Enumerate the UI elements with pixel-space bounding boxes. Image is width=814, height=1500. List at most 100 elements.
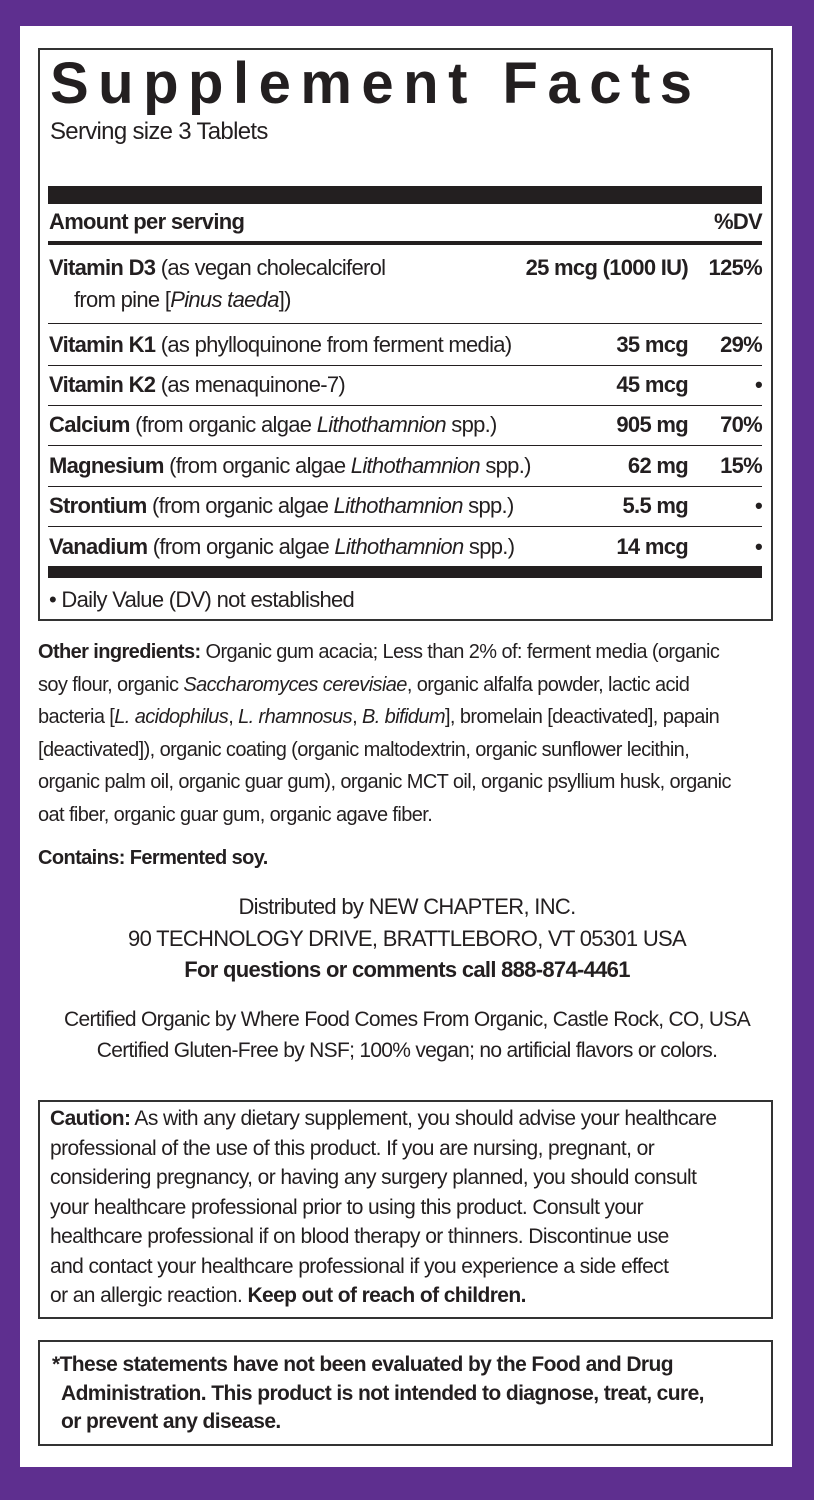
distributor-line1: Distributed by NEW CHAPTER, INC. — [238, 894, 576, 919]
nutrient-amount: 5.5 mg — [622, 493, 689, 518]
nutrient-row-strontium: Strontium (from organic algae Lithothamn… — [49, 493, 514, 519]
text: or prevent any disease. — [61, 1410, 281, 1433]
nutrient-amount: 35 mcg — [616, 332, 688, 357]
row-divider — [48, 526, 762, 527]
caution-box — [38, 1100, 773, 1319]
nutrient-row-vitamin-k1: Vitamin K1 (as phylloquinone from fermen… — [49, 332, 512, 358]
nutrient-source: (from organic algae — [147, 534, 335, 559]
label-panel — [20, 26, 792, 1467]
species-name: L. rhamnosus — [238, 706, 353, 728]
supplement-facts-box — [38, 48, 773, 621]
text: , — [228, 706, 239, 728]
nutrient-source-line2: from pine [Pinus taeda]) — [74, 287, 291, 313]
nutrient-amount: 14 mcg — [616, 534, 688, 559]
nutrient-name: Vitamin D3 — [49, 255, 156, 280]
nutrient-row-calcium: Calcium (from organic algae Lithothamnio… — [49, 412, 497, 438]
nutrient-row-vitamin-k2: Vitamin K2 (as menaquinone-7) — [49, 372, 346, 398]
text: oat fiber, organic guar gum, organic aga… — [38, 803, 433, 826]
text: Organic gum acacia; Less than 2% of: fer… — [200, 641, 720, 663]
nutrient-name: Magnesium — [49, 453, 164, 478]
text: soy flour, organic — [38, 673, 184, 696]
row-divider — [48, 405, 762, 406]
text: bacteria [ — [38, 706, 115, 728]
header-divider — [48, 241, 762, 245]
row-divider — [48, 365, 762, 366]
dv-header: %DV — [713, 209, 763, 234]
fda-disclaimer: *These statements have not been evaluate… — [52, 1351, 704, 1437]
text: , organic alfalfa powder, lactic acid — [406, 673, 690, 696]
caution-text: Caution: As with any dietary supplement,… — [50, 1104, 717, 1311]
species-name: B. bifidum — [362, 706, 446, 728]
distributor-phone: For questions or comments call 888-874-4… — [184, 957, 630, 982]
text: , — [352, 706, 363, 728]
species-name: Lithothamnion — [350, 453, 481, 478]
row-divider — [48, 445, 762, 446]
text: organic palm oil, organic guar gum), org… — [38, 771, 732, 793]
thick-divider — [48, 186, 762, 204]
nutrient-row-vanadium: Vanadium (from organic algae Lithothamni… — [49, 534, 515, 560]
species-name: Saccharomyces cerevisiae — [183, 673, 407, 696]
dv-footnote: • Daily Value (DV) not established — [49, 587, 355, 612]
row-divider — [48, 486, 762, 487]
nutrient-amount: 45 mcg — [616, 372, 688, 397]
text: professional of the use of this product.… — [50, 1136, 655, 1160]
nutrient-amount: 905 mg — [616, 412, 688, 437]
text: spp.) — [479, 453, 531, 478]
nutrient-row-magnesium: Magnesium (from organic algae Lithothamn… — [49, 453, 531, 479]
row-divider — [48, 323, 762, 324]
certification-gluten-free: Certified Gluten-Free by NSF; 100% vegan… — [96, 1039, 718, 1062]
facts-title: Supplement Facts — [50, 51, 702, 116]
species-name: Lithothamnion — [316, 412, 447, 437]
fda-disclaimer-box — [38, 1340, 773, 1446]
keep-away-warning: Keep out of reach of children. — [247, 1284, 526, 1307]
nutrient-name: Calcium — [49, 412, 130, 437]
text: spp.) — [463, 534, 515, 559]
species-name: Lithothamnion — [334, 534, 464, 559]
nutrient-name: Vitamin K1 — [49, 332, 156, 357]
text: healthcare professional if on blood ther… — [50, 1225, 669, 1248]
other-ingredients-label: Other ingredients: — [38, 641, 201, 663]
distributor-address: 90 TECHNOLOGY DRIVE, BRATTLEBORO, VT 053… — [128, 926, 687, 951]
nutrient-source: (as phylloquinone from ferment media) — [155, 332, 512, 357]
nutrient-name: Vanadium — [49, 534, 148, 559]
amount-header: Amount per serving — [49, 209, 245, 234]
nutrient-dv: 70% — [720, 412, 763, 437]
text: As with any dietary supplement, you shou… — [130, 1107, 717, 1130]
text: from pine [ — [74, 287, 171, 312]
thick-divider-bottom — [48, 566, 762, 578]
nutrient-row-vitamin-d3: Vitamin D3 (as vegan cholecalciferol — [49, 255, 386, 281]
nutrient-source: (as menaquinone-7) — [155, 372, 346, 397]
nutrient-dv: 29% — [720, 332, 763, 357]
nutrient-amount: 25 mcg (1000 IU) — [525, 255, 689, 280]
nutrient-source: (from organic algae — [146, 493, 334, 518]
text: your healthcare professional prior to us… — [50, 1195, 644, 1219]
caution-label: Caution: — [50, 1107, 131, 1130]
nutrient-source: (from organic algae — [163, 453, 351, 478]
certification-organic: Certified Organic by Where Food Comes Fr… — [64, 1008, 751, 1031]
nutrient-dv: 15% — [720, 453, 763, 478]
text: ], bromelain [deactivated], papain — [444, 706, 720, 728]
nutrient-source: (as vegan cholecalciferol — [155, 255, 386, 280]
text: spp.) — [462, 493, 514, 518]
nutrient-dv: • — [754, 493, 763, 518]
text: and contact your healthcare professional… — [50, 1254, 669, 1278]
nutrient-name: Strontium — [49, 493, 147, 518]
text: ]) — [278, 287, 292, 312]
species-name: Pinus taeda — [170, 287, 279, 312]
text: considering pregnancy, or having any sur… — [50, 1166, 697, 1189]
nutrient-dv: • — [754, 372, 763, 397]
species-name: Lithothamnion — [333, 493, 464, 518]
species-name: L. acidophilus — [114, 706, 229, 728]
nutrient-name: Vitamin K2 — [49, 372, 156, 397]
nutrient-dv: 125% — [708, 255, 763, 280]
nutrient-source: (from organic algae — [129, 412, 317, 437]
serving-size: Serving size 3 Tablets — [50, 118, 268, 145]
text: or an allergic reaction. — [50, 1284, 248, 1307]
contains-allergen: Contains: Fermented soy. — [38, 847, 268, 869]
text: *These statements have not been evaluate… — [52, 1353, 674, 1376]
text: Administration. This product is not inte… — [61, 1381, 704, 1405]
other-ingredients: Other ingredients: Organic gum acacia; L… — [38, 636, 732, 831]
nutrient-amount: 62 mg — [627, 453, 689, 478]
nutrient-dv: • — [754, 534, 763, 559]
text: [deactivated]), organic coating (organic… — [38, 738, 690, 761]
